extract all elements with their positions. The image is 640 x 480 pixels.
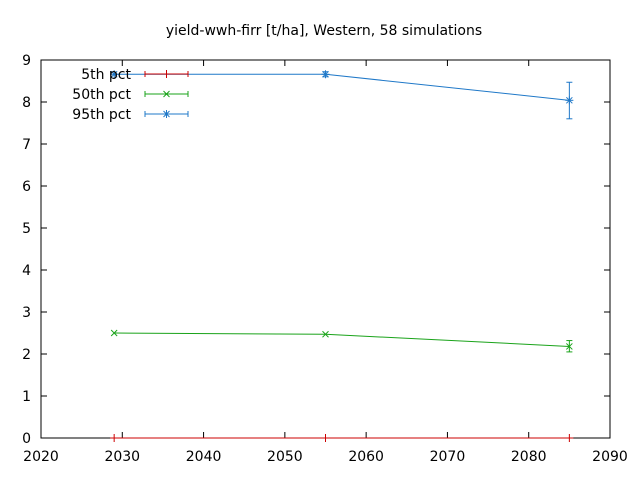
legend-marker [162, 110, 171, 118]
marker-stroke [566, 343, 573, 350]
y-tick-label: 9 [22, 53, 31, 69]
y-tick-label: 4 [22, 263, 31, 279]
legend-marker [162, 70, 171, 78]
series-layer [110, 70, 574, 442]
y-tick-label: 6 [22, 179, 31, 195]
y-tick-label: 7 [22, 137, 31, 153]
series-line [114, 73, 570, 101]
data-point [110, 70, 119, 79]
data-point [565, 96, 574, 105]
y-tick-label: 8 [22, 95, 31, 111]
x-tick-label: 2040 [186, 449, 222, 465]
marker-stroke [163, 90, 170, 98]
series-50th-pct [110, 329, 573, 353]
marker-stroke [110, 329, 118, 337]
x-tick-label: 2080 [511, 449, 547, 465]
series-95th-pct [110, 70, 574, 120]
marker-stroke [322, 70, 329, 78]
series-line [114, 332, 570, 347]
marker-stroke [566, 96, 573, 104]
x-tick-label: 2030 [104, 449, 140, 465]
x-tick-label: 2060 [348, 449, 384, 465]
legend-marker [163, 90, 170, 98]
data-point [110, 434, 119, 442]
legend-label: 95th pct [72, 107, 131, 123]
legend-item: 5th pct [81, 67, 189, 83]
chart-title: yield-wwh-firr [t/ha], Western, 58 simul… [166, 23, 482, 39]
y-tick-label: 0 [22, 431, 31, 447]
y-tick-label: 1 [22, 389, 31, 405]
x-axis: 2020 2030 2040 2050 2060 2070 2080 2090 [23, 60, 628, 465]
marker-stroke [163, 110, 170, 118]
y-tick-label: 2 [22, 347, 31, 363]
legend-label: 50th pct [72, 87, 131, 103]
x-tick-label: 2090 [592, 449, 628, 465]
legend-item: 50th pct [72, 87, 189, 103]
x-tick-label: 2050 [267, 449, 303, 465]
data-point [110, 329, 118, 337]
data-point [321, 70, 330, 79]
marker-stroke [110, 70, 118, 78]
legend-item: 95th pct [72, 107, 189, 123]
x-tick-label: 2020 [23, 449, 59, 465]
y-tick-label: 3 [22, 305, 31, 321]
legend-label: 5th pct [81, 67, 131, 83]
marker-stroke [322, 330, 329, 338]
series-5th-pct [110, 434, 574, 442]
data-point [566, 343, 573, 350]
data-point [321, 434, 330, 442]
y-tick-label: 5 [22, 221, 31, 237]
data-point [565, 434, 574, 442]
data-point [322, 330, 329, 338]
legend: 5th pct 50th pct 95th pct [72, 67, 189, 123]
x-tick-label: 2070 [430, 449, 466, 465]
y-axis: 0 1 2 3 4 5 6 7 8 9 [22, 53, 610, 447]
